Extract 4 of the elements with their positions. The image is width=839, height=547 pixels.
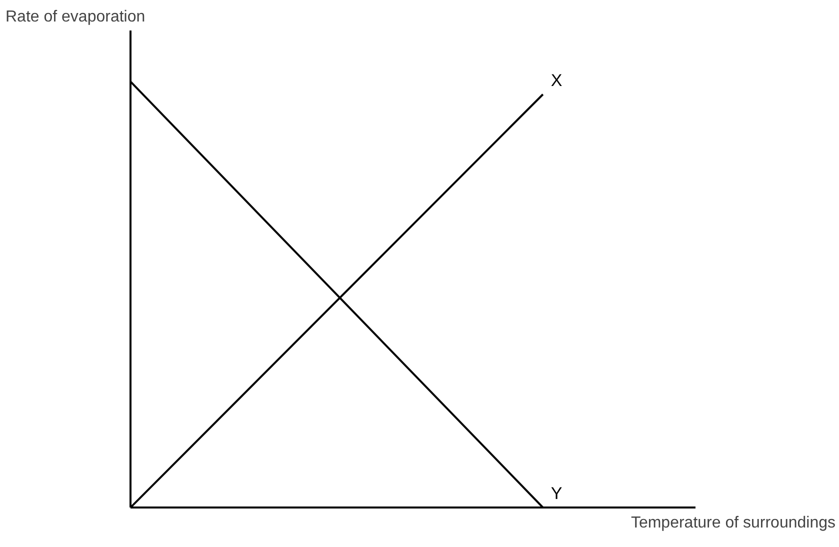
series-label: X xyxy=(550,70,562,90)
x-axis-title: Temperature of surroundings xyxy=(630,514,836,532)
y-axis-title: Rate of evaporation xyxy=(6,8,146,26)
series-label: Y xyxy=(550,484,562,503)
